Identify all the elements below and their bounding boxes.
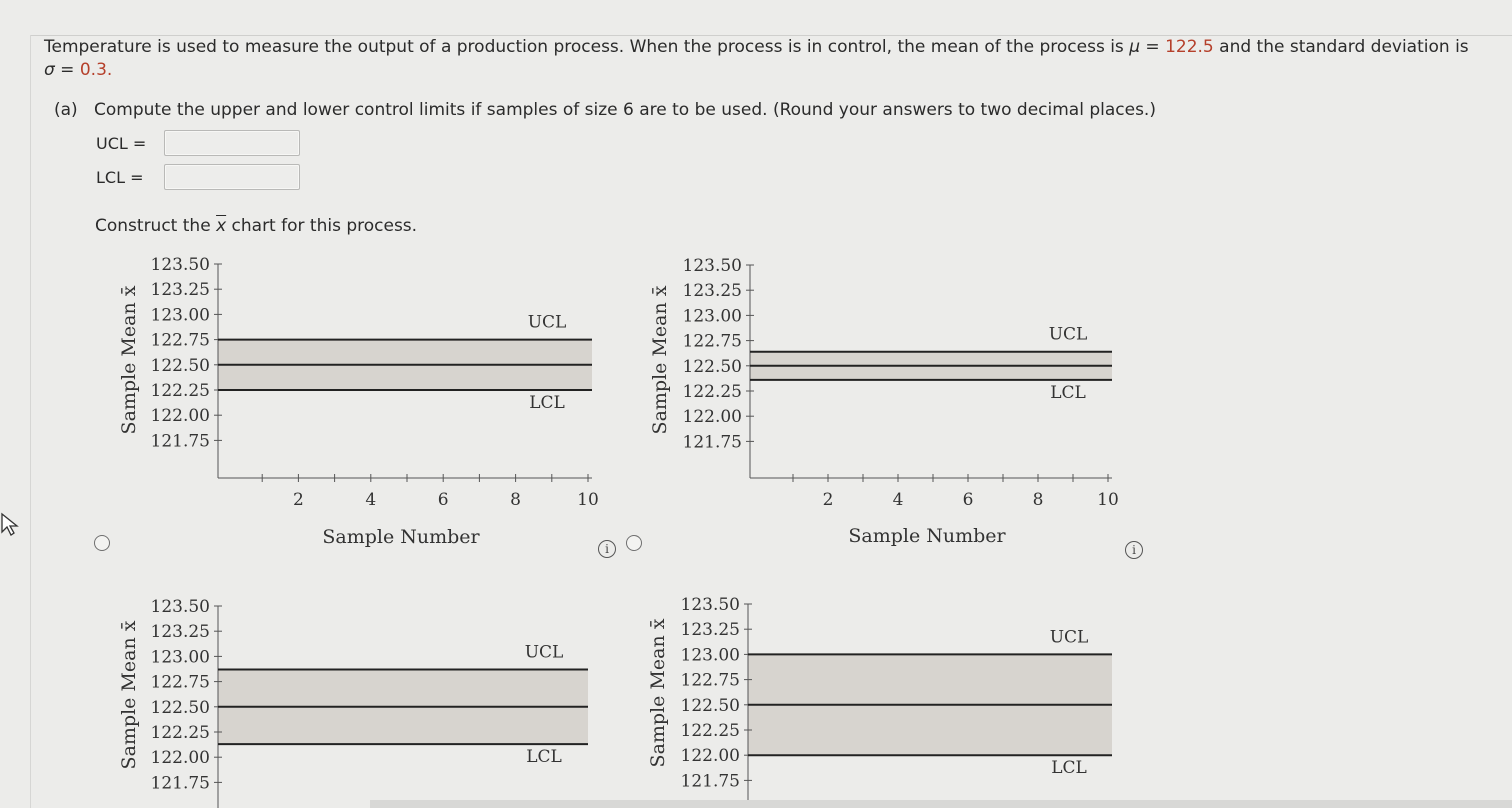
chart-3-ytick-label: 121.75 [151,773,210,793]
option-2-radio[interactable] [626,535,642,551]
chart-4-lcl-label: LCL [1051,758,1087,778]
construct-text-before: Construct the [95,216,217,236]
chart-3-ytick-label: 122.00 [151,748,210,768]
chart-1-ucl-label: UCL [528,313,567,333]
mu-value: 122.5 [1165,37,1214,57]
chart-3-ytick-label: 123.50 [151,597,210,617]
part-a-prompt: Compute the upper and lower control limi… [94,100,1156,120]
chart-1-ytick-label: 122.25 [151,381,210,401]
chart-1-ytick-label: 121.75 [151,431,210,451]
lcl-row: LCL = [96,164,300,190]
chart-2-ytick-label: 121.75 [683,432,742,452]
chart-3-ytick-label: 122.50 [151,698,210,718]
construct-text-after: chart for this process. [226,216,418,236]
mu-symbol: μ [1129,37,1141,57]
chart-4-ytick-label: 121.75 [681,771,740,791]
problem-text-2: and the standard deviation is [1213,37,1469,57]
chart-2-ytick-label: 122.25 [683,382,742,402]
chart-1-ytick-label: 122.50 [151,356,210,376]
part-a-question: (a) Compute the upper and lower control l… [54,100,1156,120]
chart-4-ytick-label: 123.50 [681,595,740,615]
chart-1-lcl-label: LCL [529,393,565,413]
chart-4-ytick-label: 122.00 [681,746,740,766]
chart-2-ytick-label: 122.00 [683,407,742,427]
chart-1-ytick-label: 122.00 [151,406,210,426]
content-left-border [30,35,31,808]
mouse-cursor-icon [1,512,19,536]
chart-3-lcl-label: LCL [526,747,562,767]
chart-4-ytick-label: 123.25 [681,620,740,640]
chart-1-xtick-label: 8 [510,490,521,510]
chart-3-ucl-label: UCL [525,643,564,663]
chart-2-x-axis-title: Sample Number [848,525,1006,547]
chart-2-ytick-label: 123.50 [683,256,742,276]
ucl-row: UCL = [96,130,300,156]
chart-2-ytick-label: 123.00 [683,306,742,326]
chart-2-ytick-label: 123.25 [683,281,742,301]
chart-2-xtick-label: 10 [1097,490,1119,510]
chart-1-ytick-label: 122.75 [151,331,210,351]
chart-3-ytick-label: 122.25 [151,723,210,743]
chart-1-xtick-label: 10 [577,490,599,510]
lcl-input[interactable] [164,164,300,190]
chart-2-xtick-label: 4 [893,490,904,510]
chart-2-y-axis-title: Sample Mean x̄ [649,285,671,434]
content-top-border [30,35,1512,36]
problem-text-1: Temperature is used to measure the outpu… [44,37,1130,57]
chart-1-x-axis-title: Sample Number [322,526,480,548]
chart-2-ytick-label: 122.75 [683,332,742,352]
chart-1-ytick-label: 123.25 [151,280,210,300]
chart-4-ytick-label: 122.25 [681,721,740,741]
chart-1-y-axis-title: Sample Mean x̄ [118,285,140,434]
ucl-field-label: UCL = [96,134,147,153]
chart-3-ytick-label: 123.00 [151,647,210,667]
chart-3-ytick-label: 123.25 [151,622,210,642]
chart-4-ytick-label: 122.75 [681,671,740,691]
equals-1: = [1140,37,1166,57]
equals-2: = [54,60,80,80]
option-2-info-icon[interactable]: i [1125,541,1143,559]
lcl-field-label: LCL = [96,168,144,187]
chart-1-xtick-label: 6 [438,490,449,510]
option-1-info-icon[interactable]: i [598,540,616,558]
ucl-input[interactable] [164,130,300,156]
chart-1-xtick-label: 2 [293,490,304,510]
chart-4-ytick-label: 122.50 [681,696,740,716]
chart-4-ytick-label: 123.00 [681,645,740,665]
chart-2-ytick-label: 122.50 [683,357,742,377]
chart-2-xtick-label: 2 [823,490,834,510]
sigma-symbol: σ [44,60,55,80]
chart-2-xtick-label: 8 [1033,490,1044,510]
chart-1-ytick-label: 123.00 [151,305,210,325]
chart-4-ucl-label: UCL [1050,627,1089,647]
problem-statement: Temperature is used to measure the outpu… [44,36,1504,82]
sigma-period: . [106,60,113,80]
construct-instruction: Construct the x chart for this process. [95,216,417,236]
chart-3-ytick-label: 122.75 [151,673,210,693]
chart-2-xtick-label: 6 [963,490,974,510]
chart-2-lcl-label: LCL [1050,383,1086,403]
chart-2-ucl-label: UCL [1049,325,1088,345]
chart-4-y-axis-title: Sample Mean x̄ [647,618,669,767]
chart-3-y-axis-title: Sample Mean x̄ [118,620,140,769]
bottom-scrollbar[interactable] [370,800,1512,808]
sigma-value: 0.3 [79,60,107,80]
chart-1-ytick-label: 123.50 [151,255,210,275]
xbar-symbol: x [216,216,227,236]
chart-1-xtick-label: 4 [365,490,376,510]
option-1-radio[interactable] [94,535,110,551]
part-a-label: (a) [54,100,78,120]
